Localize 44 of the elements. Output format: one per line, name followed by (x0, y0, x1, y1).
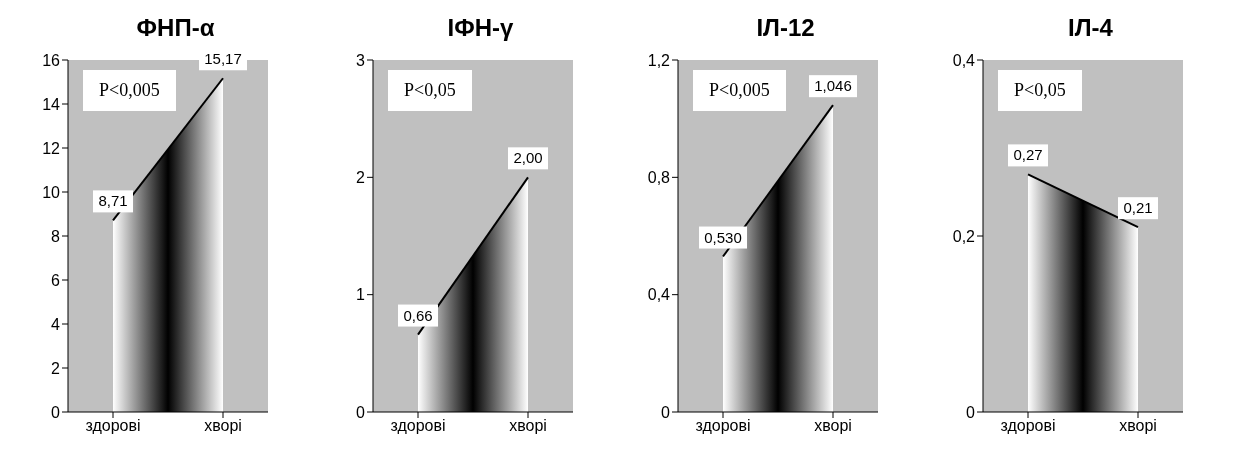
y-tick-label: 12 (42, 139, 61, 157)
data-label: 2,00 (513, 149, 543, 167)
chart-title: ФНП-α (135, 13, 216, 43)
data-label: 15,17 (204, 50, 242, 68)
x-tick-label: здорові (85, 417, 141, 435)
y-tick-label: 0 (966, 403, 976, 421)
data-label: 0,21 (1123, 199, 1153, 217)
y-tick-label: 3 (356, 51, 366, 69)
data-label: 1,046 (814, 77, 852, 95)
x-tick-label: хворі (1119, 417, 1157, 435)
y-tick-label: 0 (356, 403, 366, 421)
y-tick-label: 6 (51, 271, 61, 289)
data-label: 0,530 (704, 228, 742, 246)
y-tick-label: 0 (51, 403, 61, 421)
y-tick-label: 0,2 (952, 227, 976, 245)
y-tick-label: 16 (42, 51, 61, 69)
y-tick-label: 0 (661, 403, 671, 421)
data-label: 0,27 (1013, 146, 1043, 164)
y-tick-label: 0,4 (952, 51, 976, 69)
y-tick-label: 2 (356, 169, 366, 187)
y-tick-label: 10 (42, 183, 61, 201)
y-tick-label: 14 (42, 95, 61, 113)
y-tick-label: 0,4 (647, 286, 671, 304)
chart-title: ІЛ-12 (755, 13, 816, 43)
x-tick-label: здорові (695, 417, 751, 435)
data-label: 0,66 (403, 306, 433, 324)
y-tick-label: 1 (356, 286, 366, 304)
y-tick-label: 2 (51, 359, 61, 377)
chart-title: ІЛ-4 (1067, 13, 1114, 43)
annotation: P<0,005 (83, 70, 176, 111)
y-tick-label: 4 (51, 315, 61, 333)
x-tick-label: хворі (204, 417, 242, 435)
y-tick-label: 8 (51, 227, 61, 245)
annotation: P<0,05 (998, 70, 1082, 111)
chart-title: ІФН-γ (446, 13, 515, 43)
y-tick-label: 0,8 (647, 169, 671, 187)
x-tick-label: хворі (814, 417, 852, 435)
y-tick-label: 1,2 (647, 51, 671, 69)
x-tick-label: здорові (1000, 417, 1056, 435)
annotation: P<0,05 (388, 70, 472, 111)
data-label: 8,71 (98, 192, 128, 210)
x-tick-label: здорові (390, 417, 446, 435)
x-tick-label: хворі (509, 417, 547, 435)
annotation: P<0,005 (693, 70, 786, 111)
